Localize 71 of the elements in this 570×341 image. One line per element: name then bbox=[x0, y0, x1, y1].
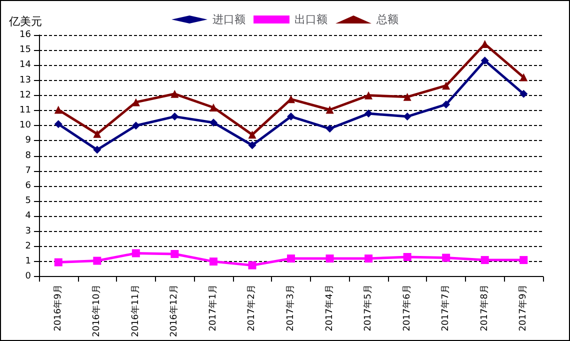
y-tick-label: 9 bbox=[25, 136, 32, 146]
point bbox=[287, 254, 295, 263]
y-tick-label: 3 bbox=[25, 226, 31, 236]
point bbox=[442, 82, 450, 90]
x-tick-label: 2016年12月 bbox=[168, 284, 180, 338]
x-tick-label: 2017年9月 bbox=[518, 284, 529, 332]
y-tick-label: 1 bbox=[25, 256, 31, 267]
point bbox=[326, 124, 334, 133]
point bbox=[287, 95, 295, 104]
point bbox=[480, 56, 489, 65]
y-tick-label: 11 bbox=[20, 106, 31, 116]
y-tick-label: 2 bbox=[25, 241, 31, 252]
x-tick-label: 2016年10月 bbox=[91, 284, 102, 338]
point bbox=[403, 92, 412, 101]
point bbox=[54, 120, 62, 128]
point bbox=[326, 254, 334, 263]
point bbox=[170, 90, 179, 98]
point bbox=[209, 103, 218, 112]
point bbox=[170, 250, 179, 258]
point bbox=[442, 254, 450, 262]
point bbox=[170, 112, 179, 121]
point bbox=[480, 256, 489, 264]
point bbox=[54, 258, 62, 266]
point bbox=[93, 146, 102, 154]
y-tick-label: 16 bbox=[20, 30, 32, 40]
point bbox=[364, 91, 373, 100]
point bbox=[287, 112, 295, 121]
x-tick-label: 2017年8月 bbox=[478, 284, 490, 332]
y-tick-label: 0 bbox=[25, 272, 32, 282]
point bbox=[132, 98, 140, 106]
point bbox=[209, 118, 218, 127]
legend-label: 进口额 bbox=[212, 13, 246, 26]
y-tick-label: 5 bbox=[25, 196, 31, 206]
point bbox=[93, 130, 102, 138]
point bbox=[326, 106, 334, 114]
y-tick-label: 6 bbox=[25, 181, 32, 192]
x-tick-label: 2017年1月 bbox=[207, 284, 218, 332]
y-tick-label: 12 bbox=[20, 90, 31, 100]
point bbox=[520, 256, 528, 264]
x-tick-label: 2017年4月 bbox=[324, 284, 335, 332]
point bbox=[520, 90, 528, 98]
x-tick-label: 2017年2月 bbox=[246, 284, 258, 332]
y-tick-label: 4 bbox=[25, 211, 32, 222]
y-tick-label: 7 bbox=[25, 166, 31, 176]
point bbox=[132, 249, 140, 258]
x-tick-label: 2017年3月 bbox=[285, 284, 296, 332]
point bbox=[209, 258, 218, 266]
point bbox=[54, 106, 62, 114]
y-tick-label: 8 bbox=[25, 150, 32, 161]
point bbox=[248, 130, 256, 139]
y-tick-label: 10 bbox=[20, 120, 32, 131]
point bbox=[248, 141, 256, 150]
y-tick-label: 14 bbox=[20, 60, 32, 70]
x-tick-label: 2017年6月 bbox=[401, 284, 412, 332]
y-tick-label: 15 bbox=[20, 45, 31, 56]
legend-label: 出口额 bbox=[294, 13, 328, 26]
x-tick-label: 2017年5月 bbox=[362, 284, 374, 332]
point bbox=[520, 73, 528, 82]
legend-label: 总额 bbox=[376, 13, 398, 26]
point bbox=[442, 100, 450, 108]
x-tick-label: 2016年9月 bbox=[52, 284, 64, 332]
point bbox=[93, 256, 102, 265]
point bbox=[132, 122, 140, 130]
point bbox=[403, 253, 412, 262]
x-tick-label: 2016年11月 bbox=[130, 284, 141, 338]
x-tick-label: 2017年7月 bbox=[440, 284, 452, 332]
point bbox=[364, 254, 373, 263]
point bbox=[403, 112, 412, 121]
point bbox=[248, 261, 256, 270]
y-tick-label: 13 bbox=[20, 75, 31, 86]
y-axis-title: 亿美元 bbox=[8, 15, 42, 28]
